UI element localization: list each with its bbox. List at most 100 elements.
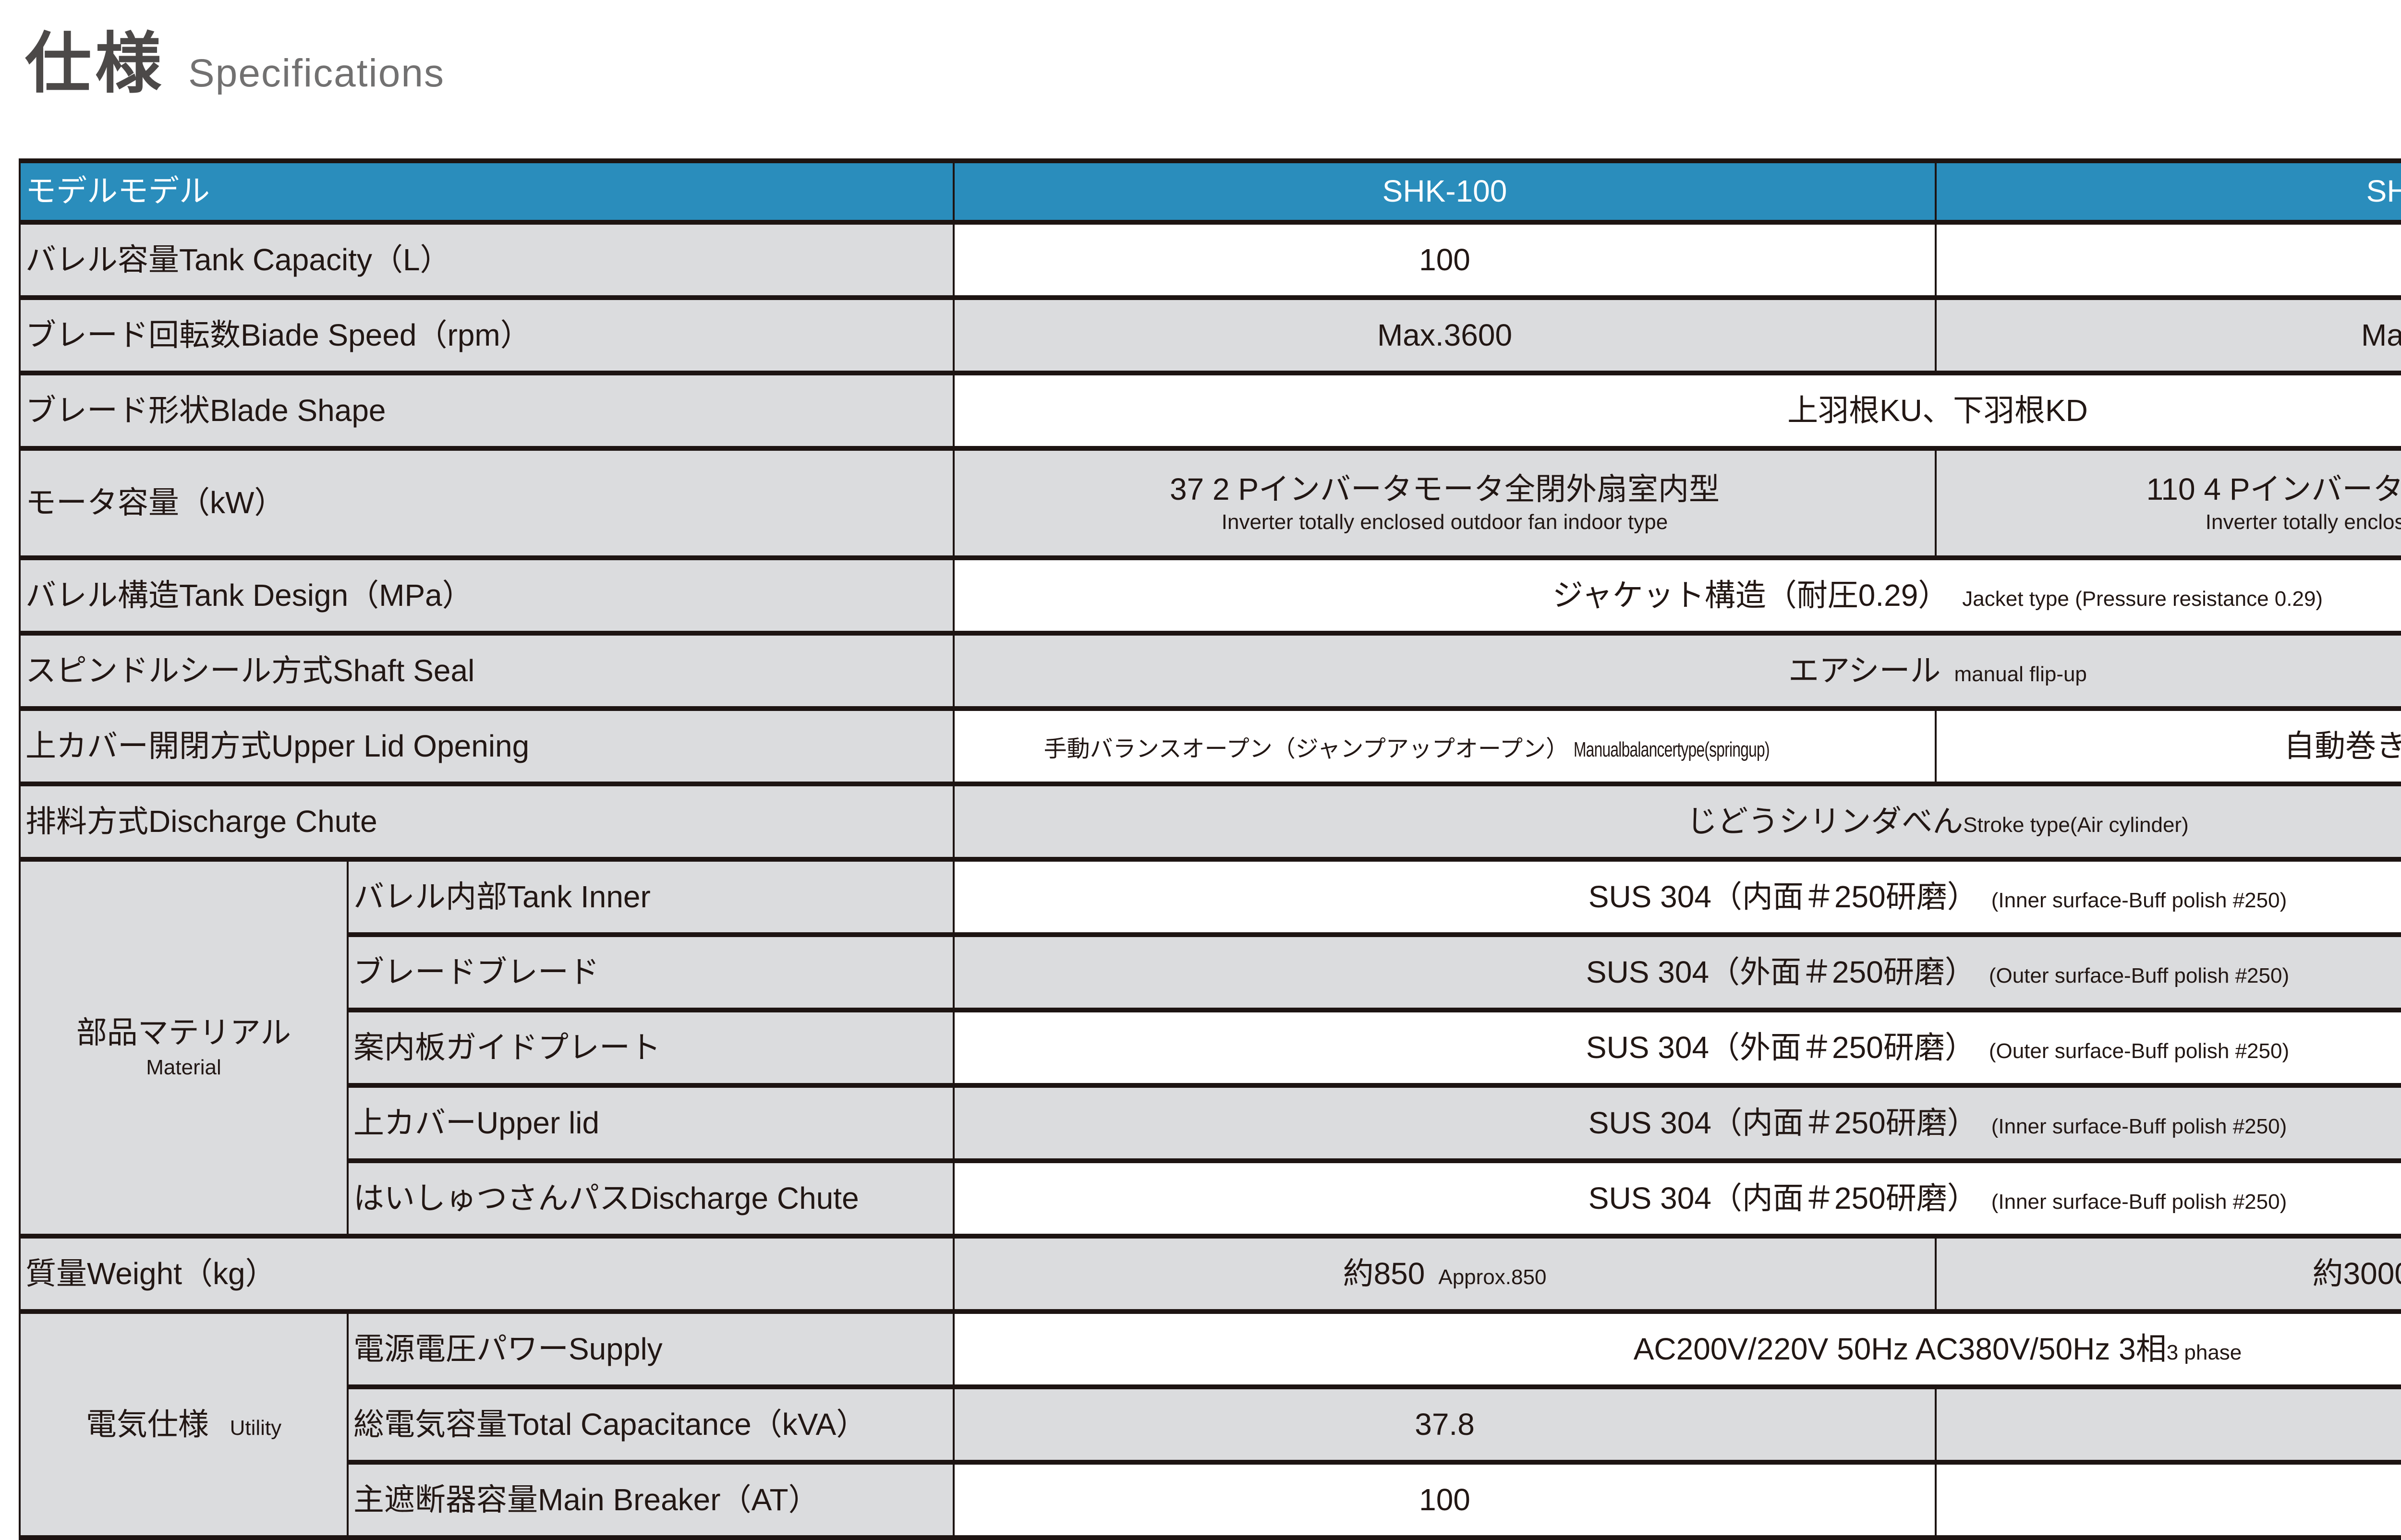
shaft-seal-jp: エアシール	[1788, 653, 1941, 688]
material-upper-lid-en: (Inner surface-Buff polish #250)	[1991, 1114, 2287, 1138]
row-sublabel: 上カバーUpper lid	[347, 1083, 955, 1163]
page-title-japanese: 仕様	[25, 27, 166, 101]
power-supply-en: 3 phase	[2166, 1340, 2242, 1364]
main-breaker-shk300: 250	[1935, 1460, 2401, 1540]
weight-shk100-en: Approx.850	[1438, 1265, 1547, 1289]
material-blade-jp: SUS 304（外面＃250研磨）	[1586, 954, 1976, 989]
row-total-capacitance: 総電気容量Total Capacitance（kVA） 37.8 111	[20, 1384, 2401, 1465]
row-shaft-seal: スピンドルシール方式Shaft Seal エアシール manual flip-up	[19, 631, 2401, 711]
upper-lid-shk300: 自動巻き上げFlip-up lid	[1935, 706, 2401, 786]
upper-lid-shk100-en: Manualbalancertype(springup)	[1574, 737, 1770, 761]
tank-capacity-shk300: 300	[1935, 220, 2401, 300]
row-tank-capacity: バレル容量Tank Capacity（L） 100 300	[19, 220, 2401, 300]
row-label: ブレード回転数Biade Speed（rpm）	[19, 295, 955, 375]
main-breaker-shk100: 100	[953, 1460, 1937, 1540]
motor-capacity-shk100-jp: 37 2 Pインバータモータ全閉外扇室内型	[1169, 471, 1720, 506]
row-material-tank-inner: 部品マテリアル Material バレル内部Tank Inner SUS 304…	[19, 857, 2401, 1239]
row-power-supply: 電気仕様 Utility 電源電圧パワーSupply AC200V/220V 5…	[19, 1309, 2401, 1540]
total-capacitance-shk300: 111	[1935, 1384, 2401, 1465]
row-sublabel: ブレードブレード	[347, 932, 955, 1012]
material-blade-en: (Outer surface-Buff polish #250)	[1989, 963, 2290, 987]
material-guide-plate-jp: SUS 304（外面＃250研磨）	[1586, 1030, 1976, 1065]
total-capacitance-shk100: 37.8	[953, 1384, 1937, 1465]
material-guide-plate-value: SUS 304（外面＃250研磨） (Outer surface-Buff pol…	[953, 1008, 2401, 1088]
row-material-discharge-path: はいしゅつさんパスDischarge Chute SUS 304（内面＃250研…	[20, 1158, 2401, 1239]
tank-capacity-shk100: 100	[953, 220, 1937, 300]
specifications-table: モデルモデル SHK-100 SHK-300 バレル容量Tank Capacit…	[19, 158, 2401, 1540]
row-blade-speed: ブレード回転数Biade Speed（rpm） Max.3600 Max.240…	[19, 295, 2401, 375]
row-material-upper-lid: 上カバーUpper lid SUS 304（内面＃250研磨） (Inner su…	[20, 1083, 2401, 1163]
row-sublabel: 電源電圧パワーSupply	[347, 1309, 955, 1389]
weight-shk300-jp: 約3000	[2312, 1256, 2401, 1291]
page-title-english: Specifications	[188, 51, 445, 95]
motor-capacity-shk100-en: Inverter totally enclosed outdoor fan in…	[1221, 510, 1668, 534]
row-sublabel: はいしゅつさんパスDischarge Chute	[347, 1158, 955, 1239]
material-group-label: 部品マテリアル Material	[19, 857, 349, 1239]
blade-speed-shk300: Max.2400	[1935, 295, 2401, 375]
row-label: ブレード形状Blade Shape	[19, 371, 955, 451]
material-discharge-path-value: SUS 304（内面＃250研磨） (Inner surface-Buff pol…	[953, 1158, 2401, 1239]
blade-speed-shk100: Max.3600	[953, 295, 1937, 375]
row-sublabel: 総電気容量Total Capacitance（kVA）	[347, 1384, 955, 1465]
motor-capacity-shk300-en: Inverter totally enclosed outdoor fan in…	[2205, 510, 2401, 534]
page-title: 仕様 Specifications	[25, 10, 445, 106]
material-guide-plate-en: (Outer surface-Buff polish #250)	[1989, 1039, 2290, 1063]
material-upper-lid-value: SUS 304（内面＃250研磨） (Inner surface-Buff pol…	[953, 1083, 2401, 1163]
power-supply-value: AC200V/220V 50Hz AC380V/50Hz 3相3 phase	[953, 1309, 2401, 1389]
row-sublabel: バレル内部Tank Inner	[347, 857, 955, 937]
row-material-blade: ブレードブレード SUS 304（外面＃250研磨） (Outer surface…	[20, 932, 2401, 1012]
row-motor-capacity: モータ容量（kW） 37 2 Pインバータモータ全閉外扇室内型 Inverter…	[19, 446, 2401, 560]
weight-shk300: 約3000Approx.3000	[1935, 1234, 2401, 1314]
row-main-breaker: 主遮断器容量Main Breaker（AT） 100 250	[20, 1460, 2401, 1540]
header-model-shk300: SHK-300	[1935, 158, 2401, 225]
row-label: 上カバー開閉方式Upper Lid Opening	[19, 706, 955, 786]
material-tank-inner-jp: SUS 304（内面＃250研磨）	[1588, 879, 1978, 914]
material-upper-lid-jp: SUS 304（内面＃250研磨）	[1588, 1105, 1978, 1140]
discharge-chute-value: じどうシリンダべんStroke type(Air cylinder)	[953, 782, 2401, 862]
power-supply-main: AC200V/220V 50Hz AC380V/50Hz 3相	[1633, 1331, 2167, 1366]
material-tank-inner-value: SUS 304（内面＃250研磨） (Inner surface-Buff pol…	[953, 857, 2401, 937]
upper-lid-shk100-jp: 手動バランスオープン（ジャンプアップオープン）	[1043, 736, 1569, 762]
material-discharge-path-en: (Inner surface-Buff polish #250)	[1991, 1190, 2287, 1214]
weight-shk100: 約850 Approx.850	[953, 1234, 1937, 1314]
row-sublabel: 主遮断器容量Main Breaker（AT）	[347, 1460, 955, 1540]
utility-group-label-en: Utility	[230, 1416, 282, 1440]
weight-shk100-jp: 約850	[1343, 1256, 1425, 1291]
material-tank-inner-en: (Inner surface-Buff polish #250)	[1991, 888, 2287, 912]
upper-lid-shk300-jp: 自動巻き上げ	[2284, 728, 2401, 763]
material-blade-value: SUS 304（外面＃250研磨） (Outer surface-Buff pol…	[953, 932, 2401, 1012]
table-header-row: モデルモデル SHK-100 SHK-300	[19, 158, 2401, 225]
row-weight: 質量Weight（kg） 約850 Approx.850 約3000Approx.…	[19, 1234, 2401, 1314]
motor-capacity-shk300: 110 4 Pインバータモータ全閉外扇室内型 Inverter totally …	[1935, 446, 2401, 560]
utility-group-label: 電気仕様 Utility	[19, 1309, 349, 1540]
shaft-seal-en: manual flip-up	[1954, 662, 2087, 686]
row-label: バレル容量Tank Capacity（L）	[19, 220, 955, 300]
tank-design-value: ジャケット構造（耐圧0.29） Jacket type (Pressure res…	[953, 555, 2401, 636]
row-label: スピンドルシール方式Shaft Seal	[19, 631, 955, 711]
material-group-label-jp: 部品マテリアル	[76, 1015, 291, 1050]
row-discharge-chute: 排料方式Discharge Chute じどうシリンダべんStroke type…	[19, 782, 2401, 862]
discharge-chute-en: Stroke type(Air cylinder)	[1963, 813, 2189, 837]
header-model-shk100: SHK-100	[953, 158, 1937, 225]
discharge-chute-jp: じどうシリンダべん	[1686, 804, 1964, 839]
motor-capacity-shk100: 37 2 Pインバータモータ全閉外扇室内型 Inverter totally e…	[953, 446, 1937, 560]
tank-design-en: Jacket type (Pressure resistance 0.29)	[1962, 587, 2323, 611]
row-sublabel: 案内板ガイドプレート	[347, 1008, 955, 1088]
blade-shape-value: 上羽根KU、下羽根KD	[953, 371, 2401, 451]
upper-lid-shk100: 手動バランスオープン（ジャンプアップオープン） Manualbalancertyp…	[953, 706, 1937, 786]
row-label: バレル構造Tank Design（MPa）	[19, 555, 955, 636]
row-label: 質量Weight（kg）	[19, 1234, 955, 1314]
row-tank-design: バレル構造Tank Design（MPa） ジャケット構造（耐圧0.29） Jac…	[19, 555, 2401, 636]
motor-capacity-shk300-jp: 110 4 Pインバータモータ全閉外扇室内型	[2146, 471, 2401, 506]
tank-design-jp: ジャケット構造（耐圧0.29）	[1552, 578, 1949, 613]
row-upper-lid: 上カバー開閉方式Upper Lid Opening 手動バランスオープン（ジャン…	[19, 706, 2401, 786]
material-group-label-en: Material	[146, 1056, 221, 1079]
row-label: 排料方式Discharge Chute	[19, 782, 955, 862]
row-blade-shape: ブレード形状Blade Shape 上羽根KU、下羽根KD	[19, 371, 2401, 451]
utility-group-label-jp: 電気仕様	[85, 1407, 209, 1442]
header-model-label: モデルモデル	[19, 158, 955, 225]
shaft-seal-value: エアシール manual flip-up	[953, 631, 2401, 711]
row-label: モータ容量（kW）	[19, 446, 955, 560]
row-material-guide-plate: 案内板ガイドプレート SUS 304（外面＃250研磨） (Outer surfa…	[20, 1008, 2401, 1088]
material-discharge-path-jp: SUS 304（内面＃250研磨）	[1588, 1180, 1978, 1215]
